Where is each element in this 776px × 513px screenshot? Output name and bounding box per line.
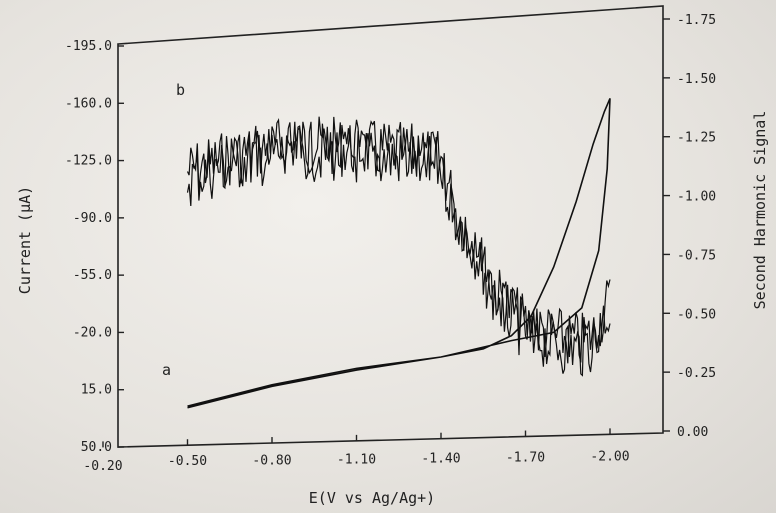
left-tick-label: -20.0 (73, 325, 112, 340)
right-tick-label: 0.00 (677, 425, 708, 440)
left-tick-label: -90.0 (73, 211, 112, 226)
x-tick-label: -1.40 (421, 451, 460, 466)
axis-titles: E(V vs Ag/Ag+) Current (μA) Second Harmoni… (16, 111, 769, 507)
x-tick-label: -0.20 (83, 459, 122, 474)
left-axis: -195.0 -160.0 -125.0 -90.0 -55.0 -20.0 15.0 50.… (65, 39, 124, 455)
x-tick-label: -1.70 (506, 451, 545, 466)
left-tick-label: -195.0 (65, 39, 112, 54)
x-tick-label: -0.80 (252, 453, 291, 468)
left-tick-label: -125.0 (65, 154, 112, 169)
series-b-trace (186, 116, 611, 364)
right-tick-label: -0.25 (677, 366, 716, 381)
bottom-axis: -0.20 -0.50 -0.80 -1.10 -1.40 -1.70 -2.00 (83, 428, 630, 474)
left-tick-label: 15.0 (81, 383, 112, 398)
left-tick-label: 50.0 (81, 440, 112, 455)
plot-border (117, 5, 664, 448)
x-tick-label: -0.50 (168, 454, 207, 469)
right-tick-label: -1.00 (677, 190, 716, 205)
series-a-curve (187, 98, 611, 409)
left-tick-label: -55.0 (73, 268, 112, 283)
right-axis-title: Second Harmonic Signal (751, 111, 769, 310)
right-tick-label: -1.75 (677, 13, 716, 28)
series-a-label: a (162, 361, 171, 379)
right-tick-label: -1.25 (677, 131, 716, 146)
right-tick-label: -0.75 (677, 248, 716, 263)
left-axis-title: Current (μA) (16, 186, 34, 294)
x-tick-label: -1.10 (337, 452, 376, 467)
series-a: a (162, 98, 611, 409)
right-tick-label: -0.50 (677, 307, 716, 322)
plot-frame (117, 5, 664, 448)
x-axis-title: E(V vs Ag/Ag+) (309, 489, 435, 507)
series-b-trace (186, 121, 611, 377)
left-tick-label: -160.0 (65, 96, 112, 111)
series-b: b (176, 81, 611, 377)
x-tick-label: -2.00 (590, 450, 629, 465)
series-b-label: b (176, 81, 185, 99)
right-axis: -1.75 -1.50 -1.25 -1.00 -0.75 -0.50 -0.25 0.00 (663, 13, 716, 440)
right-tick-label: -1.50 (677, 72, 716, 87)
